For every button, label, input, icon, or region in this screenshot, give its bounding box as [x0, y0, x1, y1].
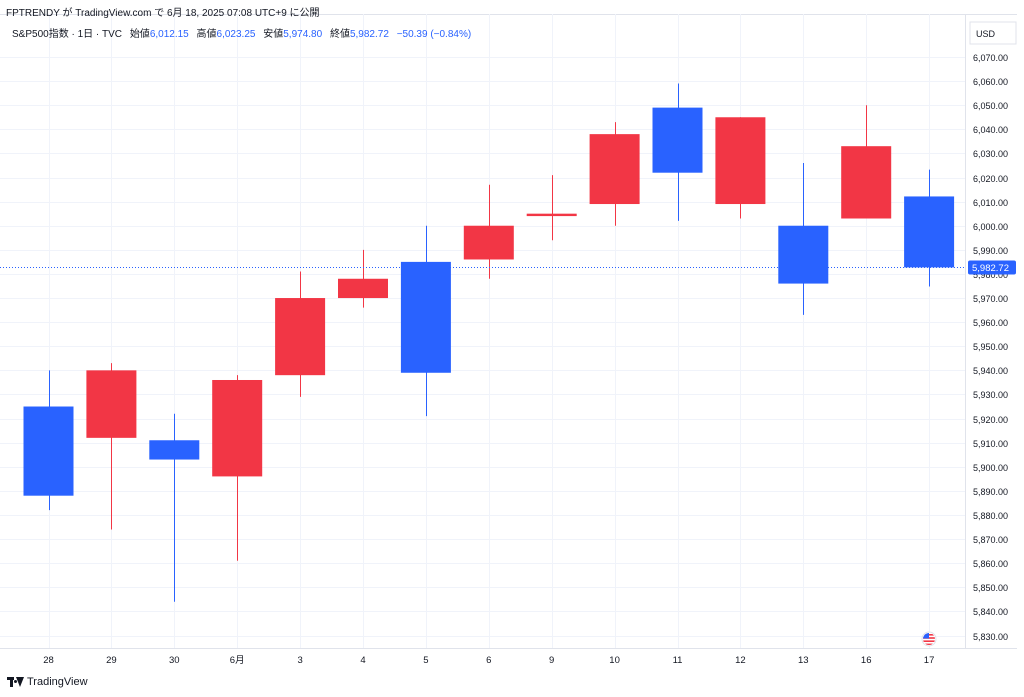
candle[interactable] — [904, 169, 955, 287]
y-tick-label: 6,050.00 — [973, 101, 1008, 111]
y-tick-label: 5,970.00 — [973, 294, 1008, 304]
y-tick-label: 5,940.00 — [973, 366, 1008, 376]
candle[interactable] — [149, 413, 200, 602]
candle[interactable] — [463, 184, 514, 279]
legend-close-label: 終値 — [329, 29, 350, 40]
x-tick-label: 30 — [169, 655, 180, 666]
y-tick-label: 6,000.00 — [973, 222, 1008, 232]
candle[interactable] — [841, 105, 892, 219]
last-price-badge: 5,982.72 — [968, 260, 1016, 275]
y-tick-label: 5,920.00 — [973, 415, 1008, 425]
x-tick-label: 12 — [735, 655, 746, 666]
x-tick-label: 10 — [609, 655, 620, 666]
candle[interactable] — [652, 83, 703, 221]
y-tick-label: 6,020.00 — [973, 174, 1008, 184]
x-tick-label: 5 — [423, 655, 428, 666]
candle-body — [904, 196, 955, 268]
candle-body — [212, 379, 263, 477]
legend-low: 5,974.80 — [283, 29, 323, 40]
x-tick-label: 4 — [360, 655, 365, 666]
legend-open: 6,012.15 — [149, 29, 189, 40]
candle[interactable] — [715, 117, 766, 219]
y-tick-label: 5,870.00 — [973, 535, 1008, 545]
x-tick-label: 28 — [43, 655, 54, 666]
y-tick-label: 5,850.00 — [973, 583, 1008, 593]
us-flag-icon[interactable] — [921, 631, 937, 647]
candle-body — [463, 225, 514, 260]
y-tick-label: 5,900.00 — [973, 463, 1008, 473]
grid — [0, 14, 1017, 649]
tradingview-logo-icon — [7, 677, 24, 687]
candle-body — [589, 134, 640, 205]
y-tick-label: 5,880.00 — [973, 511, 1008, 521]
candle-body — [841, 146, 892, 219]
y-tick-label: 5,860.00 — [973, 559, 1008, 569]
legend-change: −50.39 (−0.84%) — [396, 29, 472, 40]
y-tick-label: 5,930.00 — [973, 390, 1008, 400]
x-tick-label: 29 — [106, 655, 117, 666]
candle-body — [275, 298, 326, 376]
candle[interactable] — [400, 225, 451, 417]
legend-open-label: 始値 — [129, 29, 150, 40]
time-axis[interactable]: 28 29 30 6月 3 4 5 6 9 10 11 12 13 16 17 — [43, 655, 934, 666]
x-tick-label: 11 — [673, 655, 683, 666]
candle-body — [652, 107, 703, 173]
y-tick-label: 6,030.00 — [973, 149, 1008, 159]
candle-body — [149, 440, 200, 460]
x-tick-label: 6月 — [230, 655, 245, 666]
x-tick-label: 17 — [924, 655, 935, 666]
candle[interactable] — [526, 175, 577, 241]
candle-body — [715, 117, 766, 205]
y-tick-label: 5,980.00 — [973, 270, 1008, 280]
y-tick-label: 5,950.00 — [973, 342, 1008, 352]
candle[interactable] — [338, 249, 388, 308]
y-tick-label: 5,840.00 — [973, 607, 1008, 617]
candle-body — [23, 406, 74, 496]
candle[interactable] — [212, 375, 263, 561]
legend-symbol: S&P500指数 · 1日 · TVC — [12, 29, 123, 40]
candles — [23, 83, 955, 602]
candle[interactable] — [86, 363, 137, 530]
price-axis[interactable]: 5,830.00 5,840.00 5,850.00 5,860.00 5,870.00… — [973, 53, 1008, 642]
x-tick-label: 6 — [486, 655, 491, 666]
x-tick-label: 9 — [549, 655, 554, 666]
y-tick-label: 5,890.00 — [973, 487, 1008, 497]
publish-header: FPTRENDY が TradingView.com で 6月 18, 2025… — [6, 8, 320, 19]
y-tick-label: 6,060.00 — [973, 77, 1008, 87]
legend-high: 6,023.25 — [216, 29, 256, 40]
candle-body — [86, 370, 137, 438]
candle[interactable] — [23, 370, 74, 511]
y-tick-label: 6,040.00 — [973, 125, 1008, 135]
candle-body — [526, 213, 577, 217]
currency-label: USD — [976, 29, 996, 39]
y-tick-label: 5,910.00 — [973, 439, 1008, 449]
legend-high-label: 高値 — [196, 29, 217, 40]
candle-body — [778, 225, 829, 284]
y-tick-label: 5,960.00 — [973, 318, 1008, 328]
footer-brand-label: TradingView — [27, 676, 88, 688]
x-tick-label: 13 — [798, 655, 809, 666]
footer-brand[interactable]: TradingView — [7, 676, 88, 688]
candle[interactable] — [778, 163, 829, 315]
legend-low-label: 安値 — [263, 29, 284, 40]
x-tick-label: 3 — [297, 655, 302, 666]
x-tick-label: 16 — [861, 655, 872, 666]
candle[interactable] — [275, 271, 326, 397]
currency-box[interactable]: USD — [969, 21, 1017, 45]
y-tick-label: 6,070.00 — [973, 53, 1008, 63]
y-tick-label: 6,010.00 — [973, 198, 1008, 208]
candle-body — [400, 261, 451, 373]
y-tick-label: 5,990.00 — [973, 246, 1008, 256]
legend-close: 5,982.72 — [349, 29, 389, 40]
candle[interactable] — [589, 122, 640, 226]
y-tick-label: 5,830.00 — [973, 632, 1008, 642]
candle-body — [338, 278, 388, 299]
ohlc-legend: S&P500指数 · 1日 · TVC 始値6,012.15 高値6,023.2… — [12, 25, 471, 40]
last-price-label: 5,982.72 — [972, 263, 1009, 274]
